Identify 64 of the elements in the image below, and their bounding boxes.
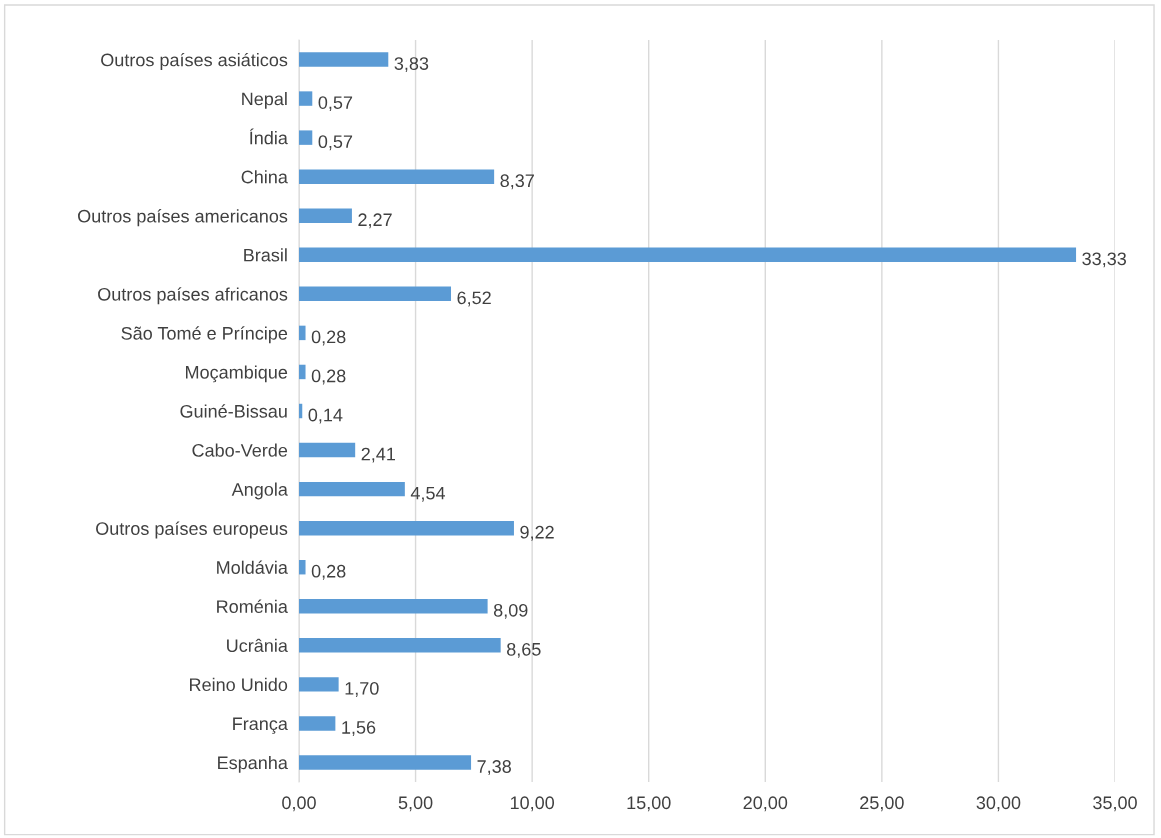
data-label: 0,14	[308, 408, 343, 424]
bar	[299, 130, 313, 145]
x-tick-label: 5,00	[398, 796, 433, 812]
y-tick-label: Moçambique	[186, 365, 288, 383]
y-tick-label: São Tomé e Príncipe	[121, 326, 288, 344]
data-label: 3,83	[394, 57, 429, 73]
data-label: 0,57	[318, 96, 353, 112]
data-label: 1,70	[345, 681, 379, 697]
y-tick-label: Espanha	[218, 755, 288, 773]
bar	[299, 52, 389, 67]
x-tick-label: 30,00	[976, 796, 1021, 812]
y-tick-label: Reino Unido	[190, 677, 288, 692]
data-label: 2,41	[361, 447, 395, 463]
bar	[299, 364, 306, 380]
data-label: 9,22	[520, 525, 554, 541]
y-tick-label: Ucrânia	[227, 638, 288, 653]
y-tick-label: Guiné-Bissau	[180, 404, 287, 418]
bar	[299, 91, 313, 106]
y-tick-label: Outros países africanos	[98, 287, 288, 305]
x-tick-label: 15,00	[627, 796, 671, 812]
bar	[299, 755, 472, 770]
data-label: 7,38	[477, 760, 511, 776]
bar	[299, 247, 1077, 263]
bar	[299, 599, 488, 614]
bar	[299, 286, 452, 302]
y-tick-label: Brasil	[244, 248, 287, 262]
y-tick-label: França	[233, 717, 288, 734]
bar	[299, 677, 339, 692]
y-tick-label: Roménia	[217, 599, 288, 613]
data-label: 6,52	[457, 291, 491, 307]
y-tick-label: Nepal	[242, 92, 287, 109]
bar	[299, 559, 306, 575]
x-tick-label: 0,00	[282, 796, 316, 812]
x-tick-label: 35,00	[1093, 796, 1137, 812]
data-label: 8,37	[500, 174, 534, 190]
bar	[299, 325, 306, 341]
y-tick-label: Outros países europeus	[96, 521, 288, 539]
y-tick-label: Outros países asiáticos	[101, 52, 288, 70]
bar	[299, 520, 514, 536]
bar	[299, 716, 336, 731]
y-tick-label: Índia	[249, 128, 288, 145]
data-label: 8,65	[507, 642, 541, 658]
data-label: 0,28	[311, 564, 346, 580]
y-tick-label: Moldávia	[217, 560, 288, 574]
bar	[299, 169, 495, 184]
y-tick-label: China	[241, 170, 288, 184]
data-label: 0,28	[311, 330, 346, 346]
data-label: 8,09	[493, 603, 528, 619]
data-label: 1,56	[342, 721, 376, 736]
data-label: 2,27	[358, 213, 392, 229]
x-tick-label: 25,00	[860, 796, 904, 812]
x-tick-label: 10,00	[510, 796, 555, 812]
bar	[299, 638, 501, 653]
y-tick-label: Outros países americanos	[78, 209, 288, 227]
x-tick-label: 20,00	[743, 796, 788, 812]
y-tick-label: Cabo-Verde	[192, 443, 288, 457]
data-label: 0,28	[311, 369, 346, 385]
bar	[299, 481, 405, 497]
data-label: 0,57	[318, 135, 353, 151]
data-label: 33,33	[1082, 252, 1127, 268]
y-tick-label: Angola	[231, 482, 288, 500]
bar	[299, 208, 352, 223]
bar	[299, 442, 356, 458]
data-label: 4,54	[410, 486, 446, 502]
